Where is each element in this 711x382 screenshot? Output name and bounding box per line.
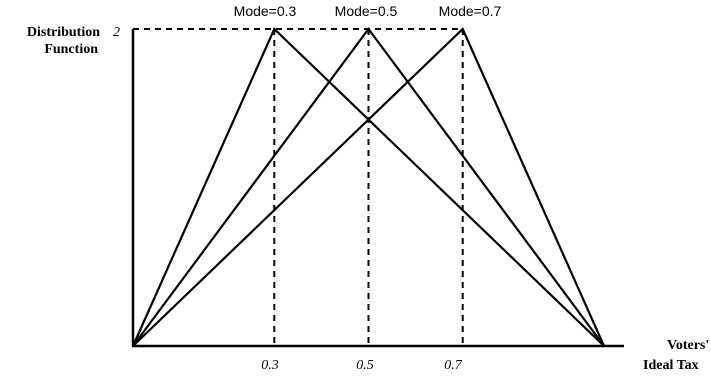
y-axis-label-line2: Function — [44, 42, 98, 57]
series-label-mode-0.3: Mode=0.3 — [234, 3, 297, 19]
series-line-3 — [132, 27, 606, 347]
series-line-1 — [131, 27, 605, 347]
x-axis-label-line1: Voters' — [667, 338, 709, 353]
series-label-mode-0.7: Mode=0.7 — [439, 3, 502, 19]
dashed-guides — [133, 28, 464, 346]
x-tick-label-0.7: 0.7 — [444, 358, 463, 373]
y-axis-label-line1: Distribution — [27, 25, 100, 40]
y-tick-label-2: 2 — [113, 25, 120, 40]
x-tick-label-0.5: 0.5 — [356, 358, 374, 373]
series-line-2 — [132, 27, 605, 347]
series-lines — [131, 27, 606, 347]
series-label-mode-0.5: Mode=0.5 — [335, 3, 398, 19]
x-axis-label-line2: Ideal Tax — [643, 358, 699, 373]
x-tick-label-0.3: 0.3 — [261, 358, 279, 373]
